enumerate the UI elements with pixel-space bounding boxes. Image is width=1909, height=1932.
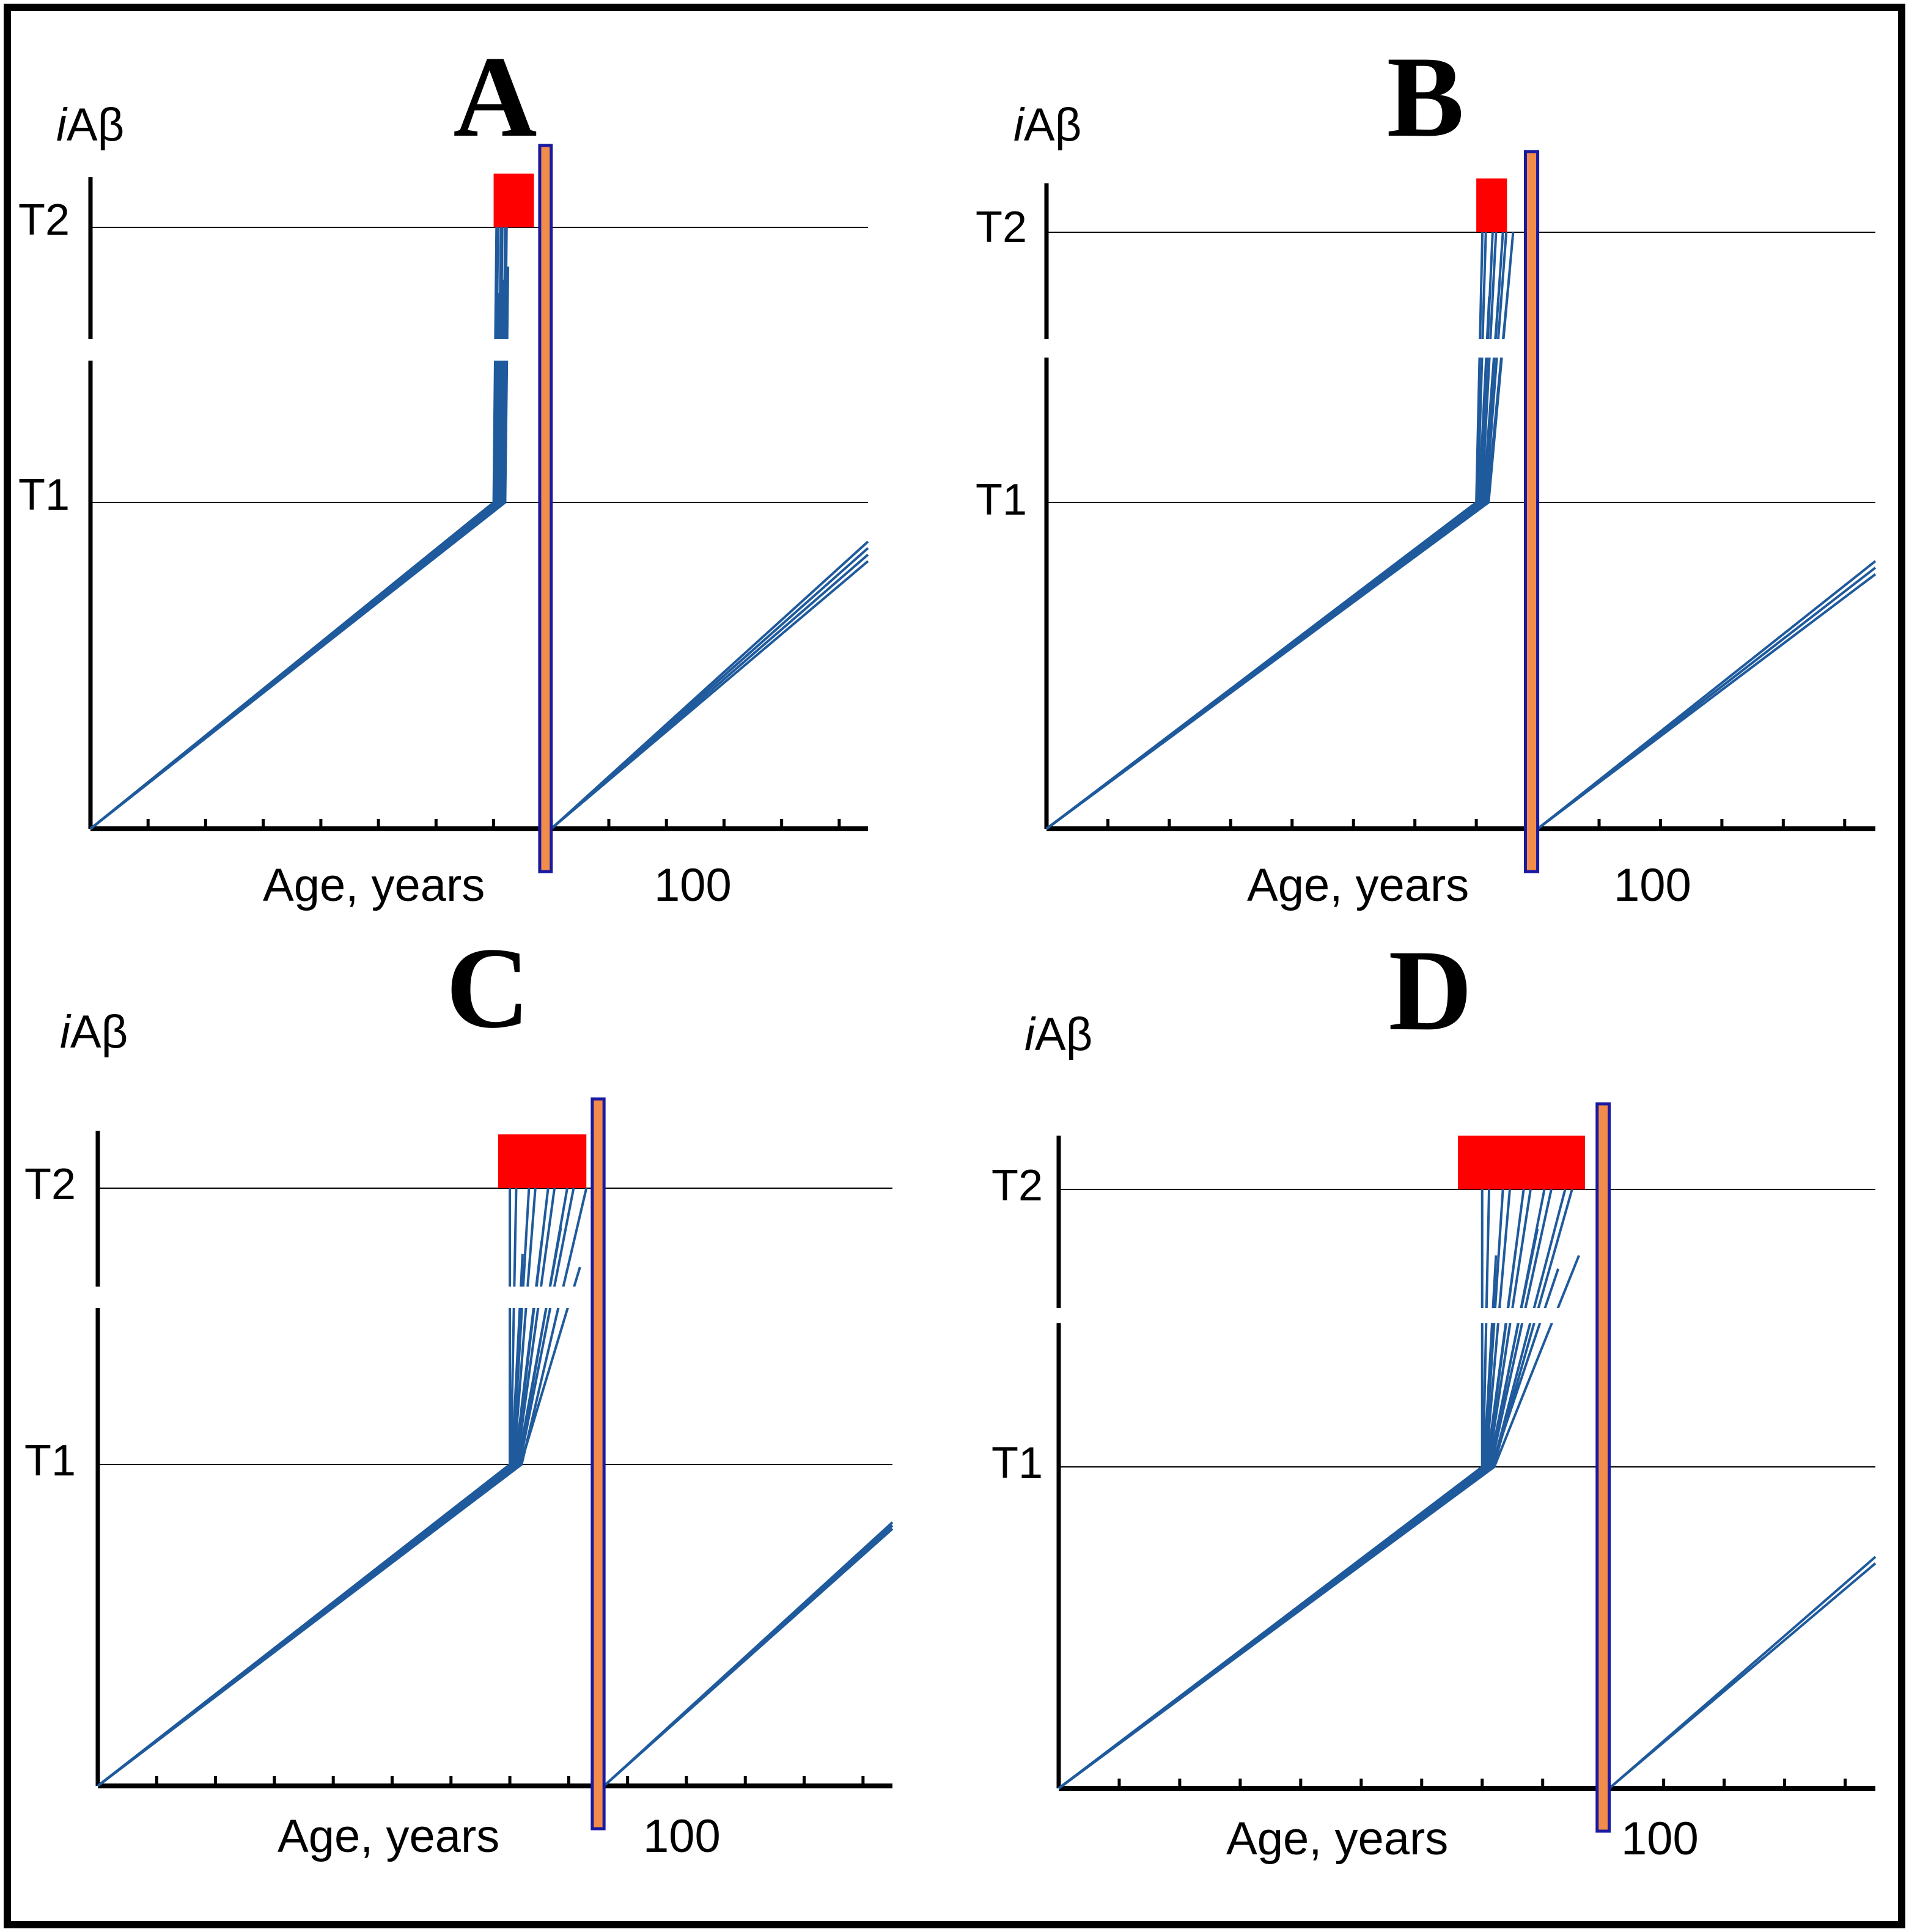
panel-d-trajectory bbox=[1057, 1255, 1580, 1790]
panel-c-t2-label: T2 bbox=[24, 1160, 76, 1209]
panel-b: B iAβ T2 T1 Age, years 100 bbox=[976, 33, 1877, 911]
panel-d-regrowth-line bbox=[1608, 1556, 1877, 1790]
panel-a-x-tick-label-100: 100 bbox=[654, 859, 732, 911]
figure-frame bbox=[4, 4, 1905, 1928]
panel-c: C iAβ T2 T1 Age, years 100 bbox=[24, 924, 894, 1862]
panel-b-t1-label: T1 bbox=[976, 476, 1027, 524]
panel-c-y-axis-title: iAβ bbox=[60, 1006, 128, 1058]
panel-c-x-axis-title: Age, years bbox=[278, 1810, 499, 1862]
panel-c-y-axis-title-prefix: i bbox=[60, 1006, 72, 1058]
panel-b-drug-bar bbox=[1523, 150, 1540, 873]
panel-d: D iAβ T2 T1 Age, years 100 bbox=[991, 927, 1877, 1865]
panel-b-y-axis-title: iAβ bbox=[1013, 99, 1081, 151]
panel-b-regrowth-line bbox=[1537, 560, 1877, 830]
panel-d-red-zone bbox=[1458, 1136, 1585, 1189]
panel-c-regrowth-line bbox=[603, 1521, 894, 1787]
panel-b-trajectory bbox=[1045, 232, 1515, 830]
panel-c-trajectory bbox=[97, 1188, 588, 1787]
panel-b-y-axis-title-main: Aβ bbox=[1024, 99, 1081, 151]
panel-d-drug-bar bbox=[1595, 1102, 1611, 1833]
panel-d-t1-label: T1 bbox=[991, 1439, 1043, 1488]
panel-c-x-tick-label-100: 100 bbox=[643, 1810, 721, 1862]
panel-a-x-axis-title: Age, years bbox=[263, 859, 485, 911]
panel-a-y-axis-title-main: Aβ bbox=[67, 99, 124, 151]
panel-c-t1-label: T1 bbox=[24, 1436, 76, 1485]
panel-a-regrowth-line bbox=[550, 540, 869, 830]
panel-a-y-axis-title-prefix: i bbox=[56, 99, 68, 151]
panel-c-axis-break bbox=[498, 1287, 599, 1308]
panel-b-letter: B bbox=[1387, 33, 1465, 161]
panel-d-y-axis-title-main: Aβ bbox=[1035, 1008, 1092, 1060]
panel-b-y-axis-title-prefix: i bbox=[1013, 99, 1025, 151]
panel-a-t2-label: T2 bbox=[18, 196, 70, 244]
panel-c-letter: C bbox=[446, 924, 529, 1052]
panel-c-red-zone bbox=[498, 1134, 587, 1188]
panel-a-red-zone bbox=[493, 174, 534, 227]
panel-a-drug-bar bbox=[538, 144, 553, 873]
panel-c-y-axis-title-main: Aβ bbox=[70, 1006, 128, 1058]
panel-d-y-axis-title-prefix: i bbox=[1024, 1008, 1036, 1060]
panel-b-t2-label: T2 bbox=[976, 203, 1027, 252]
panel-d-t2-label: T2 bbox=[991, 1161, 1043, 1210]
panel-c-drug-bar bbox=[590, 1097, 606, 1831]
panel-d-axis-break bbox=[1469, 1308, 1592, 1323]
panel-d-letter: D bbox=[1388, 927, 1472, 1055]
panel-b-x-axis-title: Age, years bbox=[1247, 859, 1469, 911]
panel-d-x-axis-title: Age, years bbox=[1226, 1813, 1448, 1865]
panel-b-red-zone bbox=[1476, 178, 1507, 232]
panel-a-t1-label: T1 bbox=[18, 471, 70, 520]
panel-b-x-tick-label-100: 100 bbox=[1614, 859, 1691, 911]
panel-a-y-axis-title: iAβ bbox=[56, 99, 124, 151]
panel-a: A iAβ T2 T1 Age, years 100 bbox=[18, 33, 869, 911]
panel-b-axis-break bbox=[1464, 339, 1526, 358]
panel-a-axis-break bbox=[481, 339, 521, 361]
panel-a-letter: A bbox=[453, 33, 537, 161]
panel-d-x-tick-label-100: 100 bbox=[1621, 1813, 1699, 1865]
panel-d-y-axis-title: iAβ bbox=[1024, 1008, 1092, 1060]
